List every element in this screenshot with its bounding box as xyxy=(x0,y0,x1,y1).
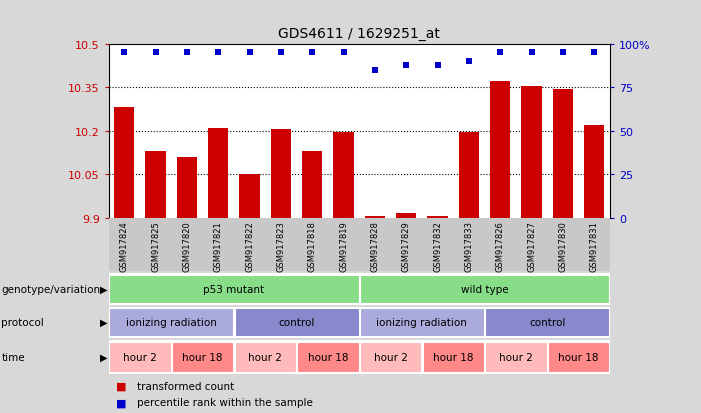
Text: GSM917832: GSM917832 xyxy=(433,221,442,271)
Text: protocol: protocol xyxy=(1,317,44,328)
Text: ■: ■ xyxy=(116,381,126,391)
Bar xyxy=(208,128,229,218)
Bar xyxy=(109,276,359,303)
Bar xyxy=(522,87,542,218)
Text: ionizing radiation: ionizing radiation xyxy=(126,317,217,328)
Point xyxy=(338,50,349,57)
Bar xyxy=(360,342,421,372)
Text: hour 2: hour 2 xyxy=(499,352,533,362)
Point xyxy=(463,59,475,65)
Bar xyxy=(271,130,291,218)
Bar xyxy=(548,342,609,372)
Point xyxy=(589,50,600,57)
Bar xyxy=(114,108,135,218)
Point xyxy=(306,50,318,57)
Point xyxy=(212,50,224,57)
Bar xyxy=(396,214,416,218)
Bar xyxy=(485,342,547,372)
Point xyxy=(369,67,381,74)
Point xyxy=(401,62,412,69)
Text: GSM917829: GSM917829 xyxy=(402,221,411,271)
Point xyxy=(275,50,287,57)
Text: GSM917833: GSM917833 xyxy=(464,221,473,272)
Text: control: control xyxy=(529,317,566,328)
Bar xyxy=(177,157,197,218)
Text: GSM917821: GSM917821 xyxy=(214,221,223,271)
Point xyxy=(118,50,130,57)
Bar xyxy=(235,342,296,372)
Point xyxy=(526,50,537,57)
Text: GSM917827: GSM917827 xyxy=(527,221,536,271)
Bar xyxy=(146,152,166,218)
Bar xyxy=(172,342,233,372)
Point xyxy=(432,62,443,69)
Text: p53 mutant: p53 mutant xyxy=(203,284,264,294)
Bar xyxy=(360,276,609,303)
Text: percentile rank within the sample: percentile rank within the sample xyxy=(137,397,313,407)
Text: GSM917828: GSM917828 xyxy=(370,221,379,271)
Bar xyxy=(334,133,354,218)
Text: GSM917824: GSM917824 xyxy=(120,221,129,271)
Point xyxy=(150,50,161,57)
Text: hour 2: hour 2 xyxy=(248,352,283,362)
Text: ▶: ▶ xyxy=(100,284,107,294)
Point xyxy=(495,50,506,57)
Text: GSM917818: GSM917818 xyxy=(308,221,317,271)
Text: GSM917831: GSM917831 xyxy=(590,221,599,271)
Text: wild type: wild type xyxy=(461,284,508,294)
Text: GSM917830: GSM917830 xyxy=(559,221,567,271)
Text: ■: ■ xyxy=(116,397,126,407)
Bar xyxy=(240,175,260,218)
Bar xyxy=(584,126,604,218)
Text: GSM917826: GSM917826 xyxy=(496,221,505,271)
Text: ▶: ▶ xyxy=(100,352,107,362)
Text: GSM917820: GSM917820 xyxy=(182,221,191,271)
Text: ▶: ▶ xyxy=(100,317,107,328)
Text: control: control xyxy=(278,317,315,328)
Text: hour 2: hour 2 xyxy=(374,352,407,362)
Bar xyxy=(302,152,322,218)
Bar xyxy=(490,82,510,218)
Bar xyxy=(235,309,359,336)
Bar xyxy=(552,89,573,218)
Bar xyxy=(360,309,484,336)
Text: hour 18: hour 18 xyxy=(182,352,223,362)
Bar xyxy=(423,342,484,372)
Text: GSM917822: GSM917822 xyxy=(245,221,254,271)
Text: GSM917823: GSM917823 xyxy=(276,221,285,271)
Bar xyxy=(428,217,448,218)
Point xyxy=(182,50,193,57)
Text: hour 18: hour 18 xyxy=(308,352,348,362)
Text: hour 18: hour 18 xyxy=(558,352,599,362)
Title: GDS4611 / 1629251_at: GDS4611 / 1629251_at xyxy=(278,27,440,41)
Point xyxy=(557,50,569,57)
Bar xyxy=(109,309,233,336)
Text: transformed count: transformed count xyxy=(137,381,234,391)
Point xyxy=(244,50,255,57)
Bar xyxy=(297,342,359,372)
Text: genotype/variation: genotype/variation xyxy=(1,284,100,294)
Text: time: time xyxy=(1,352,25,362)
Bar xyxy=(485,309,609,336)
Bar xyxy=(109,342,170,372)
Text: GSM917819: GSM917819 xyxy=(339,221,348,271)
Text: ionizing radiation: ionizing radiation xyxy=(376,317,468,328)
Bar xyxy=(458,133,479,218)
Text: GSM917825: GSM917825 xyxy=(151,221,160,271)
Text: hour 2: hour 2 xyxy=(123,352,157,362)
Text: hour 18: hour 18 xyxy=(433,352,473,362)
Bar xyxy=(365,217,385,218)
